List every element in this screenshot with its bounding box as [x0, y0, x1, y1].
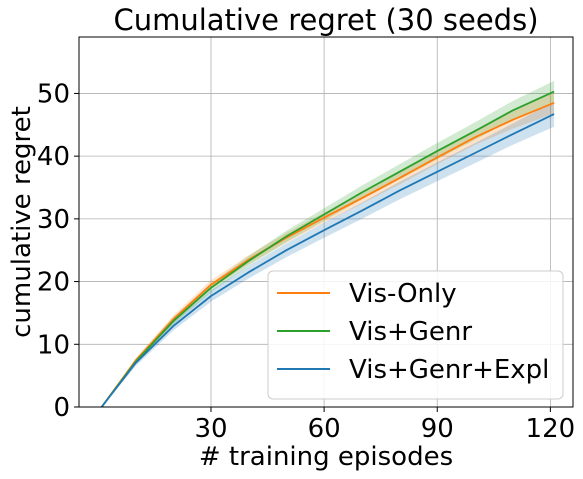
x-tick-label: 90	[421, 414, 454, 444]
x-axis-label: # training episodes	[199, 442, 453, 472]
y-tick-label: 20	[37, 268, 70, 298]
y-tick-label: 10	[37, 330, 70, 360]
plot-frame	[78, 36, 574, 408]
series-line-1	[100, 101, 555, 408]
y-tick-label: 40	[37, 142, 70, 172]
x-axis-ticks: 30 60 90 120	[194, 407, 575, 444]
legend-box	[267, 270, 564, 400]
series-lines	[100, 90, 555, 408]
legend-label-1: Vis-Only	[349, 279, 457, 309]
y-tick-label: 50	[37, 79, 70, 109]
legend: Vis-Only Vis+Genr Vis+Genr+Expl	[267, 270, 564, 400]
confidence-band-1	[101, 92, 555, 407]
x-tick-label: 60	[308, 414, 341, 444]
series-line-3	[100, 113, 555, 408]
x-tick-label: 120	[526, 414, 576, 444]
confidence-band-3	[101, 101, 555, 407]
series-line-2	[100, 90, 555, 408]
legend-entries: Vis-Only Vis+Genr Vis+Genr+Expl	[277, 279, 549, 385]
y-tick-label: 30	[37, 205, 70, 235]
y-tick-label: 0	[53, 393, 70, 423]
y-axis-label: cumulative regret	[7, 106, 37, 338]
chart-title: Cumulative regret (30 seeds)	[113, 3, 538, 37]
x-tick-label: 30	[194, 414, 227, 444]
legend-label-2: Vis+Genr	[349, 317, 472, 347]
y-axis-ticks: 0 10 20 30 40 50	[37, 79, 79, 423]
legend-label-3: Vis+Genr+Expl	[349, 355, 549, 385]
